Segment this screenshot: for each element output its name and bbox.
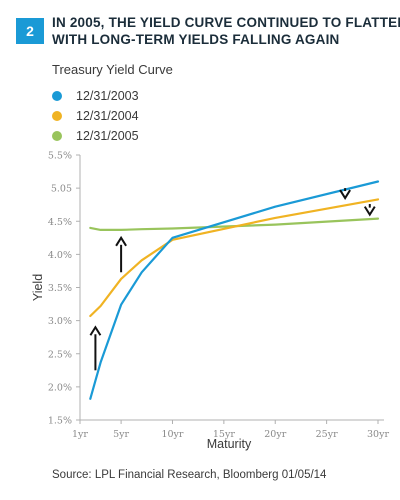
legend-label-2005: 12/31/2005 <box>76 129 139 143</box>
legend-swatch-2005 <box>52 131 62 141</box>
legend-item-2005: 12/31/2005 <box>52 126 139 146</box>
headline-line-2: WITH LONG-TERM YIELDS FALLING AGAIN <box>52 32 340 47</box>
x-tick-label: 30yr <box>367 429 389 440</box>
legend-item-2004: 12/31/2004 <box>52 106 139 126</box>
y-tick-label: 5.5% <box>48 151 72 162</box>
arrow-up-annotation <box>115 235 127 273</box>
x-tick-label: 1yr <box>72 429 88 440</box>
arrow-down-annotation <box>339 188 351 200</box>
series-layer <box>89 180 380 400</box>
x-tick-label: 15yr <box>213 429 235 440</box>
x-tick-label: 25yr <box>316 429 338 440</box>
axes: 1.5% 2.0% 2.5% 3.0% 3.5% 4.0% 4.5% 5.05 5.5% 1yr 5… <box>31 151 389 452</box>
legend: 12/31/2003 12/31/2004 12/31/2005 <box>52 86 139 146</box>
chart-title: Treasury Yield Curve <box>52 62 173 77</box>
series-line-2005 <box>89 217 380 231</box>
y-tick-label: 4.5% <box>48 217 72 228</box>
arrow-head <box>89 325 102 336</box>
x-tick-label: 10yr <box>161 429 183 440</box>
x-axis-title: Maturity <box>207 437 252 451</box>
source-note: Source: LPL Financial Research, Bloomber… <box>52 469 327 481</box>
y-tick-label: 2.0% <box>48 382 72 393</box>
annotation-layer <box>89 188 376 371</box>
y-tick-label: 3.0% <box>48 316 72 327</box>
y-tick-label: 1.5% <box>48 416 72 427</box>
arrow-down-annotation <box>363 204 376 217</box>
x-tick-label: 20yr <box>264 429 286 440</box>
x-tick-label: 5yr <box>113 429 129 440</box>
y-tick-label: 3.5% <box>48 283 72 294</box>
y-tick-label: 2.5% <box>48 349 72 360</box>
series-line-2004 <box>89 198 380 318</box>
y-axis-title: Yield <box>31 274 45 301</box>
legend-swatch-2003 <box>52 91 62 101</box>
legend-swatch-2004 <box>52 111 62 121</box>
legend-item-2003: 12/31/2003 <box>52 86 139 106</box>
arrow-head <box>115 235 127 247</box>
arrow-head <box>339 189 351 200</box>
chart-headline: IN 2005, THE YIELD CURVE CONTINUED TO FL… <box>52 14 400 48</box>
y-tick-label: 4.0% <box>48 250 72 261</box>
legend-label-2004: 12/31/2004 <box>76 109 139 123</box>
arrow-up-annotation <box>89 325 102 371</box>
headline-line-1: IN 2005, THE YIELD CURVE CONTINUED TO FL… <box>52 15 400 30</box>
legend-label-2003: 12/31/2003 <box>76 89 139 103</box>
figure-number-badge: 2 <box>16 18 44 44</box>
y-tick-label: 5.05 <box>51 184 72 195</box>
arrow-head <box>363 206 376 217</box>
series-line-2003 <box>89 180 380 400</box>
